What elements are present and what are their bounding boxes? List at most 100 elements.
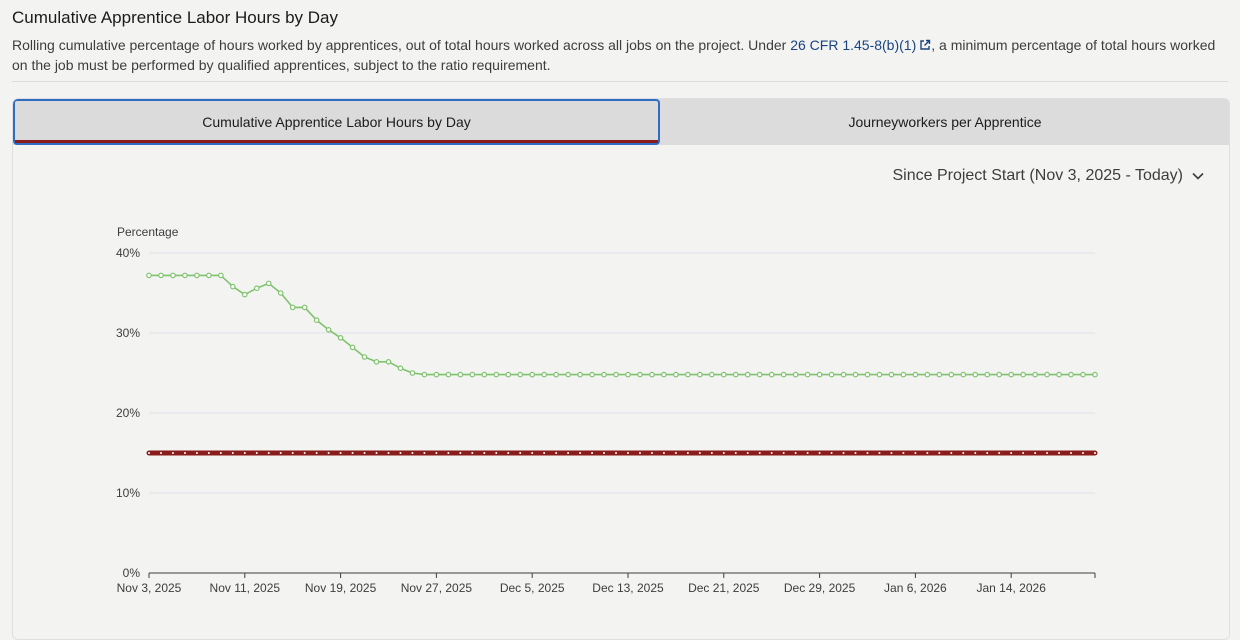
data-point	[876, 371, 883, 378]
data-point	[709, 371, 715, 378]
chevron-down-icon	[1192, 172, 1204, 180]
x-axis: Nov 3, 2025 Nov 11, 2025 Nov 19, 2025 Nov 2…	[117, 572, 1096, 595]
x-tick-label: Nov 3, 2025	[117, 581, 182, 595]
x-tick-label: Nov 19, 2025	[305, 581, 377, 595]
data-point	[218, 272, 224, 279]
data-point	[888, 371, 895, 378]
threshold-point	[974, 452, 977, 454]
threshold-point	[603, 452, 606, 454]
threshold-point	[519, 452, 522, 454]
threshold-point	[1082, 452, 1085, 454]
x-tick-label: Dec 13, 2025	[592, 581, 664, 595]
data-point	[804, 371, 811, 378]
page-title: Cumulative Apprentice Labor Hours by Day	[12, 8, 338, 27]
threshold-point	[183, 452, 186, 454]
threshold-point	[1094, 452, 1096, 454]
threshold-point	[962, 452, 965, 454]
data-point	[924, 371, 931, 378]
threshold-point	[471, 452, 474, 454]
threshold-point	[591, 452, 594, 454]
data-point	[900, 371, 907, 378]
threshold-point	[1022, 452, 1025, 454]
x-tick-label: Nov 27, 2025	[401, 581, 473, 595]
data-point	[1068, 371, 1074, 378]
data-point	[792, 371, 799, 378]
x-tick-label: Jan 14, 2026	[976, 581, 1046, 595]
data-point	[1044, 371, 1050, 378]
data-point	[385, 358, 392, 365]
threshold-point	[375, 452, 378, 454]
data-point	[816, 371, 823, 378]
threshold-point	[1058, 452, 1061, 454]
threshold-point	[1046, 452, 1049, 454]
data-point	[720, 371, 727, 378]
tab-cumulative-hours[interactable]: Cumulative Apprentice Labor Hours by Day	[13, 99, 660, 145]
data-point	[912, 371, 919, 378]
threshold-point	[758, 452, 761, 454]
cfr-link[interactable]: 26 CFR 1.45-8(b)(1)	[790, 37, 931, 53]
data-point	[1020, 371, 1026, 378]
data-point	[505, 371, 512, 378]
threshold-point	[1070, 452, 1073, 454]
data-point	[768, 371, 775, 378]
threshold-point	[710, 452, 713, 454]
data-point	[253, 285, 260, 292]
data-point	[972, 371, 979, 378]
threshold-point	[818, 452, 821, 454]
data-point	[409, 370, 416, 376]
tab-journeyworkers-per-apprentice[interactable]: Journeyworkers per Apprentice	[661, 99, 1229, 145]
x-tick-label: Dec 21, 2025	[688, 581, 760, 595]
data-point	[265, 280, 272, 287]
threshold-point	[267, 452, 270, 454]
data-point	[828, 371, 835, 378]
threshold-point	[327, 452, 330, 454]
threshold-point	[674, 452, 677, 454]
threshold-point	[902, 452, 905, 454]
threshold-point	[950, 452, 953, 454]
data-point	[481, 371, 488, 378]
threshold-point	[159, 452, 162, 454]
threshold-point	[231, 452, 234, 454]
section-description: Rolling cumulative percentage of hours w…	[12, 35, 1228, 75]
data-point	[241, 291, 248, 298]
threshold-point	[734, 452, 737, 454]
data-point	[182, 272, 188, 279]
data-point	[325, 327, 332, 333]
data-point	[337, 335, 344, 341]
threshold-point	[626, 452, 629, 454]
threshold-point	[890, 452, 893, 454]
y-axis-label: Percentage	[117, 225, 179, 239]
data-point	[313, 317, 320, 324]
threshold-point	[806, 452, 809, 454]
threshold-point	[1034, 452, 1037, 454]
threshold-point	[399, 452, 402, 454]
data-point	[756, 371, 763, 378]
threshold-point	[615, 452, 618, 454]
data-point	[565, 371, 571, 378]
threshold-point	[914, 452, 917, 454]
threshold-point	[483, 452, 486, 454]
threshold-point	[746, 452, 749, 454]
threshold-point	[447, 452, 450, 454]
section-header: Cumulative Apprentice Labor Hours by Day…	[12, 8, 1228, 75]
threshold-point	[854, 452, 857, 454]
data-point	[864, 371, 871, 378]
y-tick-label: 40%	[116, 246, 140, 260]
threshold-point	[507, 452, 510, 454]
data-point	[349, 344, 356, 351]
data-point	[469, 371, 476, 378]
data-point	[685, 371, 691, 378]
data-point	[625, 371, 631, 378]
data-point	[673, 371, 679, 378]
threshold-point	[423, 452, 426, 454]
data-point	[948, 371, 955, 378]
data-point	[433, 371, 440, 378]
data-point	[361, 354, 368, 360]
threshold-point	[555, 452, 558, 454]
threshold-point	[842, 452, 845, 454]
data-point	[697, 371, 703, 378]
date-range-select[interactable]: Since Project Start (Nov 3, 2025 - Today…	[892, 167, 1205, 185]
external-link-icon	[920, 39, 931, 50]
threshold-point	[543, 452, 546, 454]
threshold-point	[638, 452, 641, 454]
